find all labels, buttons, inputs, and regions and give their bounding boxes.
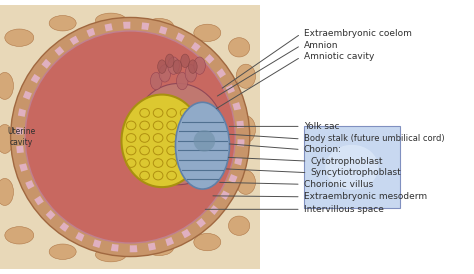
Ellipse shape (10, 18, 250, 256)
Ellipse shape (168, 57, 179, 74)
Text: Yolk sac: Yolk sac (304, 122, 339, 131)
Ellipse shape (0, 72, 13, 99)
Ellipse shape (194, 24, 221, 42)
Text: Uterine
cavity: Uterine cavity (7, 127, 36, 147)
Ellipse shape (228, 216, 250, 235)
Ellipse shape (49, 244, 76, 259)
Text: Cytotrophoblast: Cytotrophoblast (310, 157, 383, 165)
Ellipse shape (145, 18, 173, 34)
Ellipse shape (193, 130, 215, 152)
Ellipse shape (236, 64, 255, 88)
Ellipse shape (173, 60, 182, 73)
Ellipse shape (95, 247, 126, 262)
Text: Chorionic villus: Chorionic villus (304, 180, 373, 189)
Ellipse shape (176, 72, 188, 90)
Ellipse shape (0, 124, 13, 153)
Ellipse shape (236, 116, 255, 143)
Text: Amnion: Amnion (304, 41, 338, 50)
Ellipse shape (145, 240, 173, 256)
Ellipse shape (25, 31, 235, 243)
Text: Extraembryonic coelom: Extraembryonic coelom (304, 29, 411, 38)
Ellipse shape (325, 145, 378, 190)
Polygon shape (0, 5, 457, 269)
Ellipse shape (194, 233, 221, 251)
Ellipse shape (181, 54, 190, 68)
Ellipse shape (228, 38, 250, 57)
Ellipse shape (189, 60, 197, 73)
Ellipse shape (175, 102, 229, 189)
FancyBboxPatch shape (304, 126, 400, 208)
Ellipse shape (185, 65, 197, 82)
Ellipse shape (49, 16, 76, 31)
Text: Amniotic cavity: Amniotic cavity (304, 53, 374, 61)
Ellipse shape (236, 170, 255, 194)
Ellipse shape (0, 178, 13, 206)
Ellipse shape (133, 84, 224, 185)
Ellipse shape (165, 54, 174, 68)
Text: Syncytiotrophoblast: Syncytiotrophoblast (310, 168, 401, 177)
Text: Extraembryonic mesoderm: Extraembryonic mesoderm (304, 192, 427, 201)
Ellipse shape (5, 29, 34, 46)
Text: Intervillous space: Intervillous space (304, 205, 383, 214)
Ellipse shape (5, 227, 34, 244)
Ellipse shape (158, 60, 166, 73)
Text: Chorion:: Chorion: (304, 145, 342, 154)
Ellipse shape (150, 72, 162, 90)
Ellipse shape (159, 65, 171, 82)
Polygon shape (0, 5, 260, 269)
Ellipse shape (95, 13, 126, 28)
Ellipse shape (121, 95, 202, 187)
Ellipse shape (194, 57, 205, 74)
Text: Body stalk (future umbilical cord): Body stalk (future umbilical cord) (304, 135, 444, 143)
